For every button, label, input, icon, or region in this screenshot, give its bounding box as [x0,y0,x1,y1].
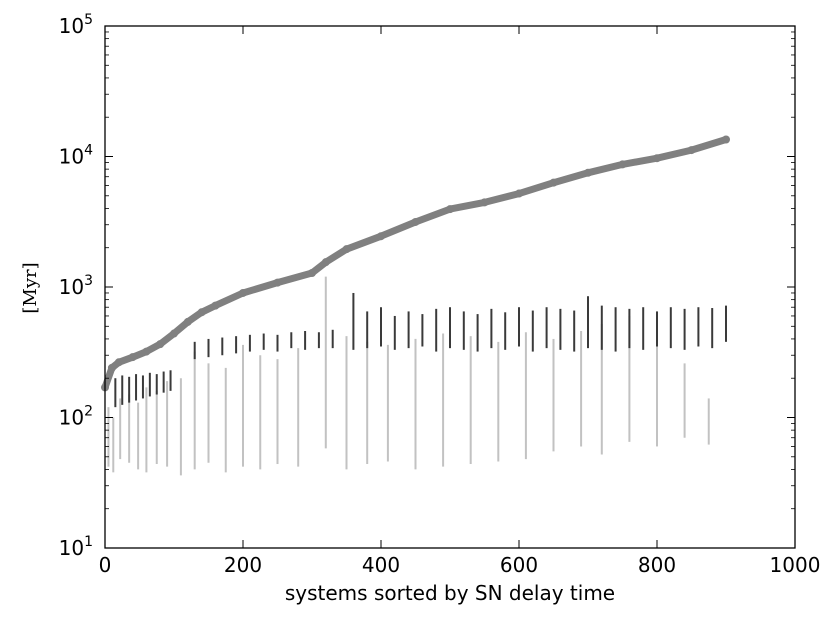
delay-point [321,258,330,267]
delay-curve-layer [101,135,730,392]
delay-point [687,146,696,155]
x-tick-label: 0 [99,553,112,577]
delay-point [239,288,247,297]
y-tick-label: 101 [59,534,93,560]
delay-point [197,308,206,317]
delay-point [549,178,558,187]
delay-point [515,189,523,198]
delay-point [142,347,151,356]
y-tick-exponent: 3 [84,273,93,289]
x-tick-label: 200 [224,553,262,577]
y-tick-label: 104 [59,143,93,169]
delay-point [722,135,730,144]
delay-point [273,278,282,287]
x-tick-label: 800 [638,553,676,577]
x-tick-label: 600 [500,553,538,577]
y-tick-exponent: 1 [84,534,93,550]
delay-point [446,205,454,214]
y-tick-exponent: 2 [84,404,93,420]
delay-point [653,154,661,163]
y-tick-label: 105 [59,12,93,38]
delay-point [156,340,165,349]
delay-point [308,269,316,278]
delay-point [170,329,178,338]
delay-point [183,317,192,326]
delay-point [377,232,385,241]
y-tick-label: 102 [59,404,93,430]
delay-point [584,168,592,177]
y-axis-label: [Myr] [20,262,41,313]
y-axis: 101 102 103 104 105 [59,12,795,560]
y-tick-label: 103 [59,273,93,299]
x-tick-label: 400 [362,553,400,577]
y-tick-exponent: 4 [84,143,93,159]
dark-segments-layer [114,292,727,408]
plot-area [105,26,795,548]
delay-point [618,160,627,169]
delay-point [211,301,220,310]
x-axis-label: systems sorted by SN delay time [285,581,615,605]
delay-point [114,358,123,367]
x-axis: 0 200 400 600 800 1000 [99,26,821,577]
delay-point [480,198,489,207]
delay-point [411,217,420,226]
delay-point [128,353,137,362]
y-tick-exponent: 5 [84,12,93,28]
x-tick-label: 1000 [770,553,821,577]
delay-point [342,245,351,254]
delay-point [107,363,116,372]
